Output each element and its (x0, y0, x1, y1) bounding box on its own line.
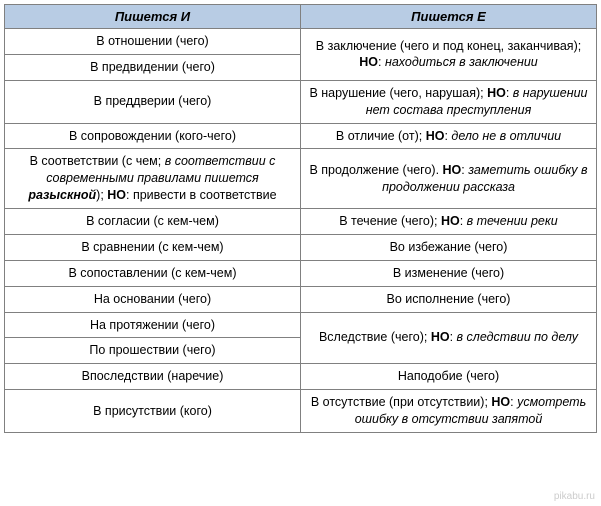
cell-left: На протяжении (чего) (5, 312, 301, 338)
table-row: В согласии (с кем-чем)В течение (чего); … (5, 209, 597, 235)
table-row: В присутствии (кого)В отсутствие (при от… (5, 390, 597, 433)
cell-left: В преддверии (чего) (5, 80, 301, 123)
cell-left: В соответствии (с чем; в соответствии с … (5, 149, 301, 209)
table-row: В сопровождении (кого-чего)В отличие (от… (5, 123, 597, 149)
table-row: На основании (чего)Во исполнение (чего) (5, 286, 597, 312)
cell-left: В предвидении (чего) (5, 54, 301, 80)
cell-right: Во избежание (чего) (301, 234, 597, 260)
cell-left: В сопоставлении (с кем-чем) (5, 260, 301, 286)
cell-right: В продолжение (чего). НО: заметить ошибк… (301, 149, 597, 209)
cell-right: В течение (чего); НО: в течении реки (301, 209, 597, 235)
cell-left: На основании (чего) (5, 286, 301, 312)
cell-left: По прошествии (чего) (5, 338, 301, 364)
watermark: pikabu.ru (554, 491, 595, 502)
cell-right: В нарушение (чего, нарушая); НО: в наруш… (301, 80, 597, 123)
cell-right: В отсутствие (при отсутствии); НО: усмот… (301, 390, 597, 433)
header-right: Пишется Е (301, 5, 597, 29)
table-row: В сопоставлении (с кем-чем)В изменение (… (5, 260, 597, 286)
cell-left: В сопровождении (кого-чего) (5, 123, 301, 149)
cell-left: В согласии (с кем-чем) (5, 209, 301, 235)
cell-left: В присутствии (кого) (5, 390, 301, 433)
cell-right: Наподобие (чего) (301, 364, 597, 390)
table-row: В отношении (чего)В заключение (чего и п… (5, 29, 597, 55)
table-row: Впоследствии (наречие)Наподобие (чего) (5, 364, 597, 390)
cell-left: В отношении (чего) (5, 29, 301, 55)
cell-right: В отличие (от); НО: дело не в отличии (301, 123, 597, 149)
cell-right: В изменение (чего) (301, 260, 597, 286)
table-row: На протяжении (чего)Вследствие (чего); Н… (5, 312, 597, 338)
header-left: Пишется И (5, 5, 301, 29)
cell-right: Вследствие (чего); НО: в следствии по де… (301, 312, 597, 364)
table-body: В отношении (чего)В заключение (чего и п… (5, 29, 597, 433)
table-row: В соответствии (с чем; в соответствии с … (5, 149, 597, 209)
cell-left: В сравнении (с кем-чем) (5, 234, 301, 260)
table-row: В сравнении (с кем-чем)Во избежание (чег… (5, 234, 597, 260)
spelling-rules-table: Пишется И Пишется Е В отношении (чего)В … (4, 4, 597, 433)
cell-right: В заключение (чего и под конец, заканчив… (301, 29, 597, 81)
cell-left: Впоследствии (наречие) (5, 364, 301, 390)
cell-right: Во исполнение (чего) (301, 286, 597, 312)
table-row: В преддверии (чего)В нарушение (чего, на… (5, 80, 597, 123)
